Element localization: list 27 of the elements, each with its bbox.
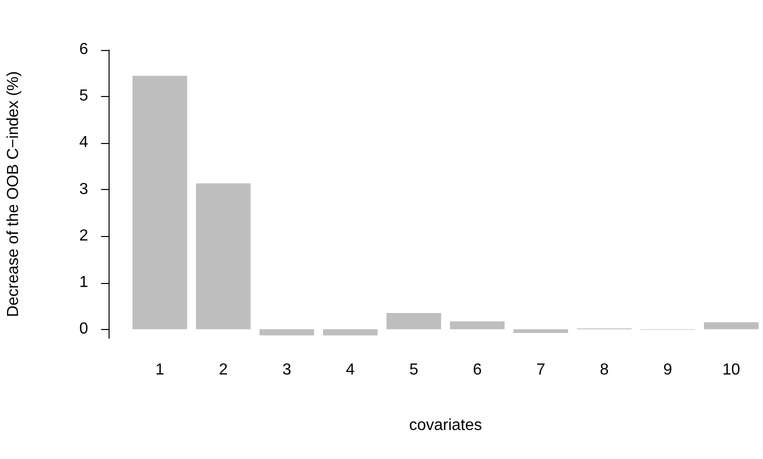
y-tick-label: 3 <box>79 180 88 198</box>
x-tick-label: 1 <box>155 362 164 379</box>
y-tick-label: 6 <box>79 41 88 58</box>
bar <box>260 329 314 336</box>
x-tick-label: 4 <box>346 362 355 379</box>
y-axis-title: Decrease of the OOB C−index (%) <box>5 71 22 318</box>
y-tick-label: 4 <box>79 134 88 152</box>
bar <box>513 329 568 334</box>
y-tick-label: 5 <box>79 88 88 105</box>
bar <box>196 183 251 330</box>
bar <box>450 321 505 330</box>
y-tick-label: 1 <box>79 274 88 292</box>
x-tick-label: 9 <box>663 362 672 379</box>
bar <box>386 312 442 330</box>
x-tick-label: 8 <box>600 362 609 379</box>
x-tick-label: 5 <box>409 362 418 379</box>
x-tick-label: 7 <box>536 362 546 379</box>
y-tick-label: 0 <box>79 320 88 338</box>
bar <box>323 329 378 336</box>
x-tick-label: 3 <box>282 362 292 379</box>
y-tick-label: 2 <box>79 227 88 244</box>
x-axis-title: covariates <box>409 416 482 434</box>
bar <box>132 76 188 330</box>
x-tick-label: 2 <box>218 362 228 379</box>
x-tick-label: 10 <box>722 362 740 379</box>
x-tick-label: 6 <box>472 362 482 379</box>
bar <box>704 322 759 330</box>
